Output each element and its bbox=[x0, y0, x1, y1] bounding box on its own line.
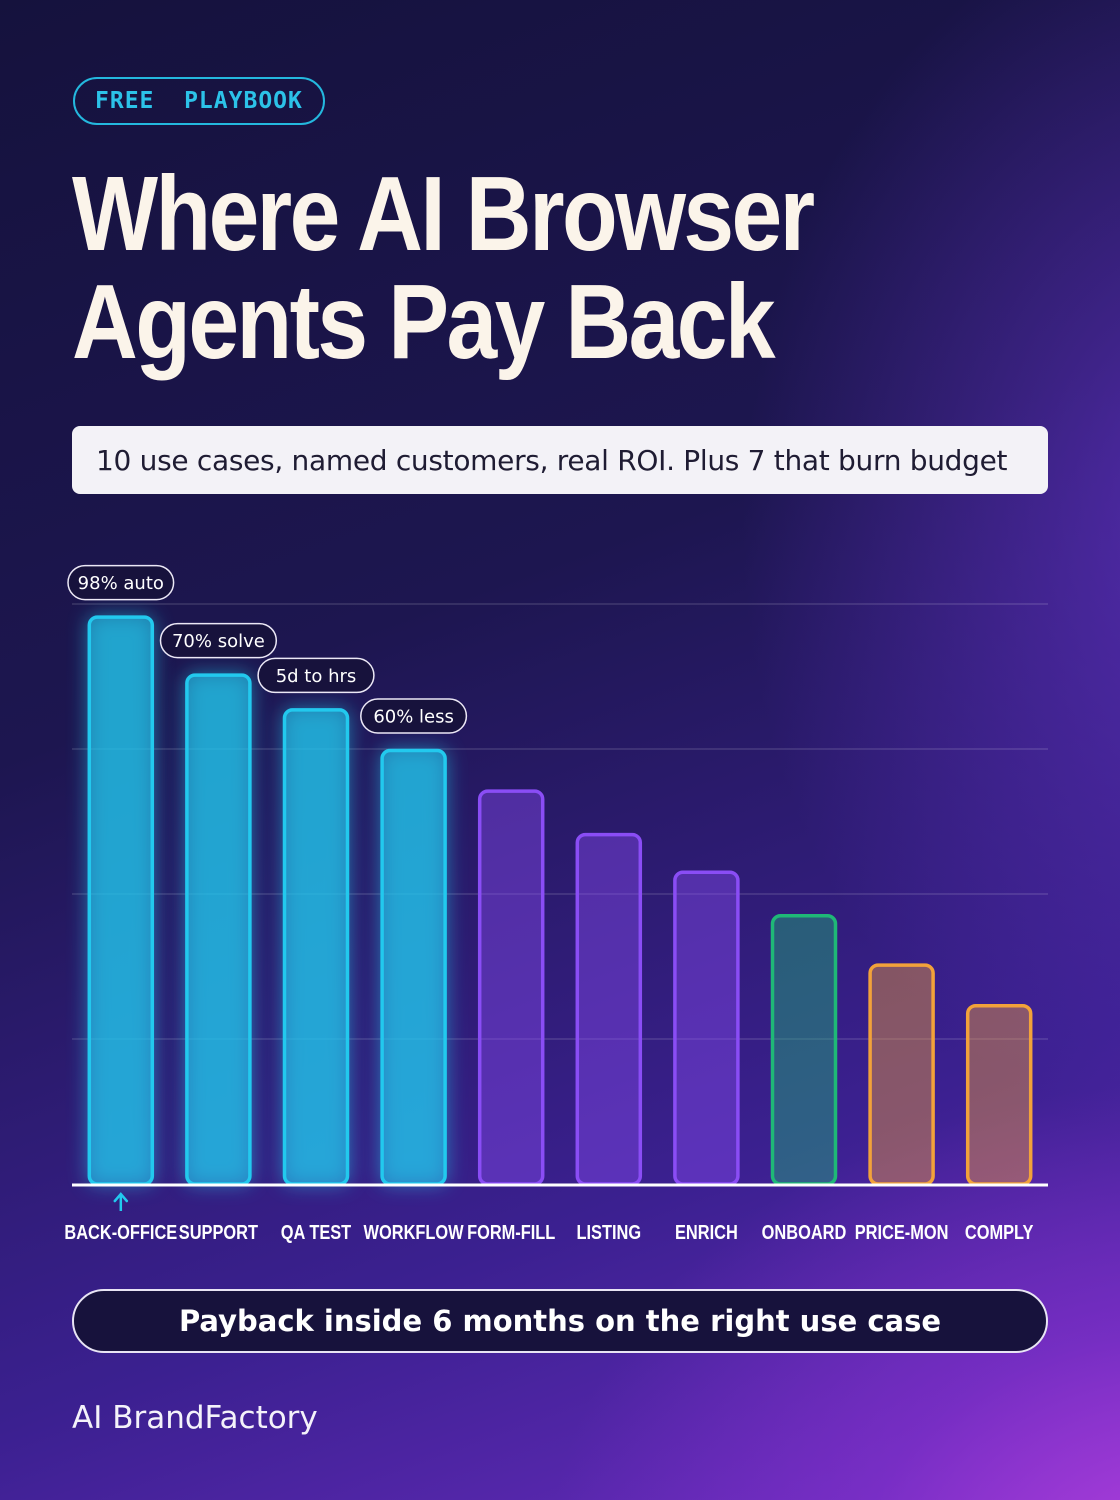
bar-workflow bbox=[380, 748, 447, 1186]
category-label: LISTING bbox=[576, 1220, 641, 1243]
category-tick-labels: BACK-OFFICE SUPPORT QA TEST WORKFLOW FORM-FI… bbox=[64, 1192, 1034, 1243]
category-label: ONBOARD bbox=[762, 1220, 847, 1243]
category-label: COMPLY bbox=[965, 1220, 1034, 1243]
bar-value-label: 98% auto bbox=[78, 573, 164, 594]
bar-value-labels: 98% auto 70% solve 5d to hrs 60% less bbox=[67, 564, 468, 734]
bar-onboard bbox=[770, 914, 838, 1186]
category-label: PRICE-MON bbox=[855, 1220, 949, 1243]
category-label: SUPPORT bbox=[179, 1220, 258, 1243]
bar-value-label: 5d to hrs bbox=[276, 666, 357, 687]
category-label: WORKFLOW bbox=[364, 1220, 465, 1243]
bar-price-mon bbox=[868, 963, 935, 1186]
category-label: BACK-OFFICE bbox=[64, 1220, 177, 1243]
bar-label-pill: 5d to hrs bbox=[257, 657, 375, 694]
brand-name: AI BrandFactory bbox=[72, 1400, 318, 1436]
bar-label-pill: 98% auto bbox=[67, 564, 175, 601]
category-label: QA TEST bbox=[281, 1220, 351, 1243]
page-title: Where AI Browser Agents Pay Back bbox=[72, 155, 815, 381]
bar-label-pill: 70% solve bbox=[159, 622, 278, 659]
category-label: FORM-FILL bbox=[467, 1220, 555, 1243]
payback-callout: Payback inside 6 months on the right use… bbox=[72, 1289, 1048, 1353]
bar-value-label: 70% solve bbox=[172, 631, 265, 652]
bar-enrich bbox=[673, 870, 740, 1186]
bar-form-fill bbox=[477, 789, 545, 1186]
up-arrow-icon bbox=[113, 1192, 129, 1211]
bar-qa test bbox=[282, 708, 350, 1186]
bar-label-pill: 60% less bbox=[360, 698, 468, 734]
bar-value-label: 60% less bbox=[373, 707, 454, 728]
bars bbox=[72, 615, 1048, 1187]
bar-listing bbox=[575, 832, 643, 1186]
bar-chart: 98% auto 70% solve 5d to hrs 60% less BACK-… bbox=[64, 564, 1048, 1243]
category-label: ENRICH bbox=[675, 1220, 738, 1243]
bar-support bbox=[185, 673, 252, 1186]
bar-back-office bbox=[87, 615, 155, 1186]
subtitle-banner: 10 use cases, named customers, real ROI.… bbox=[72, 426, 1048, 494]
bar-comply bbox=[965, 1003, 1033, 1186]
free-playbook-badge: FREE PLAYBOOK bbox=[73, 77, 325, 125]
